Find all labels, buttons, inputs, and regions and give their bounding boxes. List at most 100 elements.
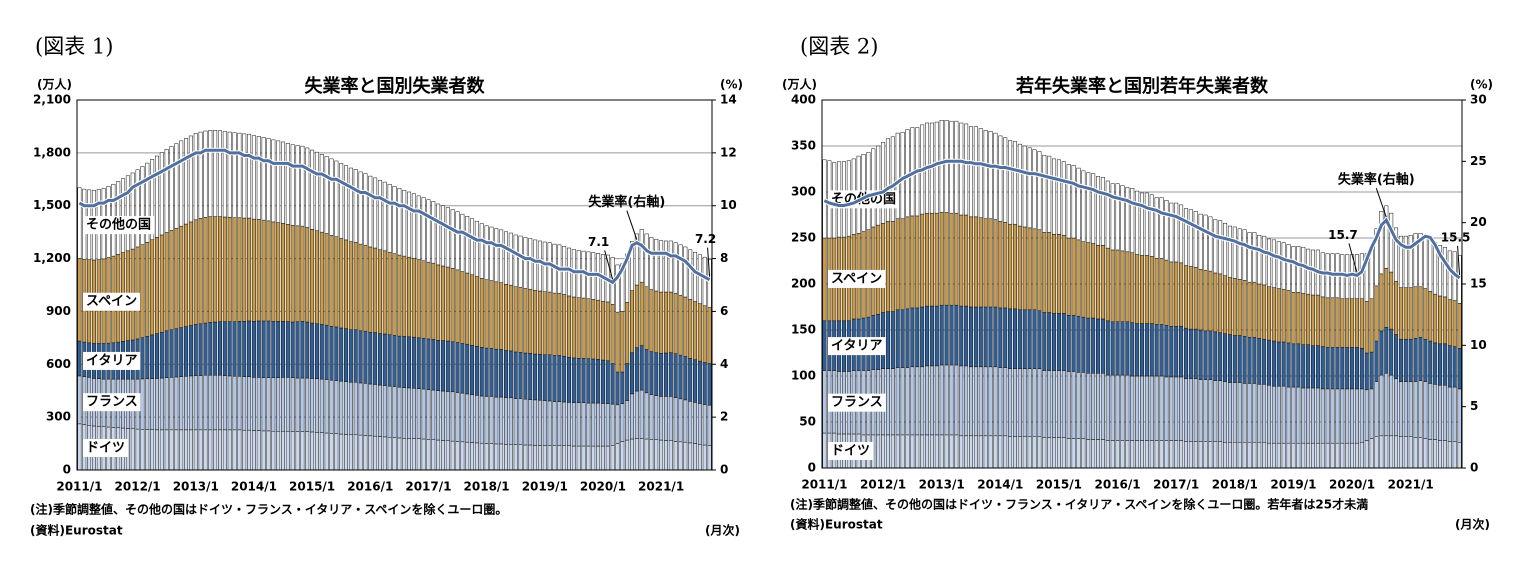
bar-segment bbox=[513, 351, 518, 399]
bar-segment bbox=[1364, 352, 1369, 391]
bar-segment bbox=[484, 443, 489, 471]
bar-segment bbox=[1159, 197, 1164, 259]
bar-segment bbox=[1012, 436, 1017, 469]
bar-segment bbox=[1022, 309, 1027, 369]
bar-segment bbox=[1135, 254, 1140, 324]
bar-segment bbox=[571, 402, 576, 447]
bar-segment bbox=[222, 131, 227, 218]
bar-segment bbox=[1447, 345, 1452, 388]
data-label: 15.7 bbox=[1328, 228, 1358, 242]
bar-segment bbox=[620, 311, 625, 373]
label-background bbox=[83, 438, 129, 457]
bar-segment bbox=[77, 423, 82, 471]
bar-segment bbox=[537, 290, 542, 355]
bar-segment bbox=[513, 234, 518, 288]
bar-segment bbox=[1052, 437, 1057, 469]
bar-segment bbox=[929, 305, 934, 367]
bar-segment bbox=[193, 429, 198, 471]
bar-segment bbox=[174, 143, 179, 229]
bar-segment bbox=[1198, 269, 1203, 331]
bar-segment bbox=[978, 435, 983, 469]
bar-segment bbox=[1389, 271, 1394, 330]
bar-segment bbox=[305, 227, 310, 323]
bar-segment bbox=[222, 375, 227, 431]
bar-segment bbox=[373, 384, 378, 437]
bar-segment bbox=[1291, 292, 1296, 345]
bar-segment bbox=[397, 254, 402, 337]
bar-segment bbox=[513, 286, 518, 353]
bar-segment bbox=[605, 403, 610, 447]
bar-segment bbox=[895, 132, 900, 219]
bar-segment bbox=[503, 284, 508, 351]
bar-segment bbox=[1144, 323, 1149, 377]
bar-segment bbox=[1218, 441, 1223, 469]
bar-segment bbox=[460, 343, 465, 394]
series-label: 失業率(右軸) bbox=[588, 194, 665, 210]
bar-segment bbox=[885, 434, 890, 469]
bar-segment bbox=[1237, 441, 1242, 469]
bar-segment bbox=[440, 340, 445, 392]
bar-segment bbox=[411, 336, 416, 389]
bar-segment bbox=[659, 291, 664, 354]
bar-segment bbox=[1223, 333, 1228, 382]
bar-segment bbox=[1179, 326, 1184, 378]
bar-segment bbox=[445, 440, 450, 471]
bar-segment bbox=[1105, 180, 1110, 249]
bar-segment bbox=[1267, 286, 1272, 341]
bar-segment bbox=[1276, 385, 1281, 444]
bar-segment bbox=[1052, 370, 1057, 438]
bar-segment bbox=[1227, 334, 1232, 383]
bar-segment bbox=[697, 360, 702, 404]
bar-segment bbox=[968, 126, 974, 218]
bar-segment bbox=[1223, 441, 1228, 469]
bar-segment bbox=[1183, 208, 1188, 266]
bar-segment bbox=[1276, 241, 1281, 289]
bar-segment bbox=[1208, 379, 1213, 442]
bar-segment bbox=[659, 439, 664, 471]
bar-segment bbox=[150, 334, 155, 379]
bar-segment bbox=[949, 364, 954, 436]
bar-segment bbox=[537, 445, 542, 471]
bar-segment bbox=[232, 376, 237, 431]
bar-segment bbox=[1242, 441, 1247, 469]
bar-segment bbox=[1306, 248, 1311, 295]
bar-segment bbox=[411, 387, 416, 439]
bar-segment bbox=[1389, 435, 1394, 469]
bar-segment bbox=[339, 433, 344, 471]
bar-segment bbox=[1076, 239, 1081, 317]
bar-segment bbox=[1315, 387, 1320, 444]
x-tick-label: 2015/1 bbox=[289, 480, 335, 494]
bar-segment bbox=[150, 239, 155, 336]
bar-segment bbox=[697, 403, 702, 445]
bar-segment bbox=[1438, 440, 1443, 469]
bar-segment bbox=[1164, 376, 1169, 441]
bar-segment bbox=[1252, 383, 1257, 443]
bar-segment bbox=[605, 360, 610, 405]
bar-segment bbox=[983, 435, 988, 469]
bar-segment bbox=[1384, 205, 1389, 269]
bar-segment bbox=[567, 445, 571, 471]
x-axis-label: (月次) bbox=[1455, 517, 1490, 532]
bar-segment bbox=[1369, 351, 1374, 390]
bar-segment bbox=[1159, 440, 1164, 469]
bar-segment bbox=[1032, 436, 1037, 469]
bar-segment bbox=[1291, 442, 1296, 469]
bar-segment bbox=[1389, 212, 1394, 273]
bar-segment bbox=[586, 402, 591, 447]
bar-segment bbox=[630, 393, 635, 440]
bar-segment bbox=[1247, 383, 1252, 443]
label-background bbox=[828, 441, 874, 460]
bar-segment bbox=[1413, 233, 1418, 288]
bar-segment bbox=[271, 377, 276, 432]
bar-segment bbox=[547, 354, 552, 402]
bar-segment bbox=[968, 366, 974, 437]
bar-segment bbox=[348, 241, 353, 331]
bar-segment bbox=[934, 434, 939, 469]
bar-segment bbox=[295, 431, 300, 471]
bar-segment bbox=[630, 290, 635, 353]
bar-segment bbox=[319, 378, 324, 433]
bar-segment bbox=[1232, 278, 1237, 336]
bar-segment bbox=[959, 365, 964, 437]
bar-segment bbox=[499, 443, 504, 471]
